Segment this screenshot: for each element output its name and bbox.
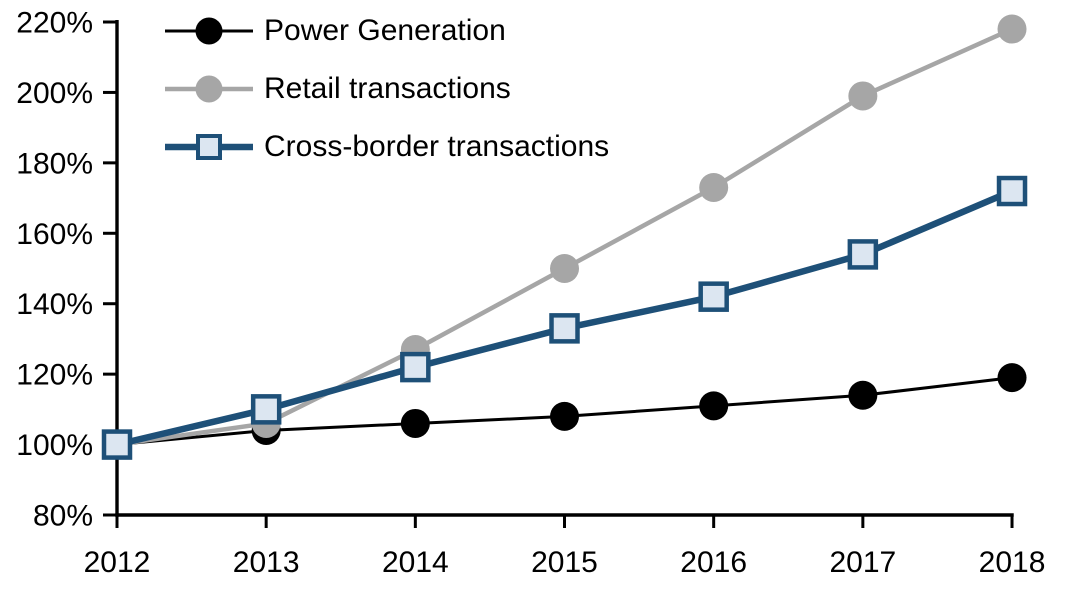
legend-label-power-generation: Power Generation — [264, 14, 506, 47]
legend-item-power-generation: Power Generation — [165, 2, 609, 60]
y-axis-tick-label: 100% — [16, 429, 93, 462]
data-point-retail-transactions — [699, 173, 729, 203]
y-axis-tick-label: 160% — [16, 218, 93, 251]
legend-key-marker-cross-border-transactions — [196, 134, 222, 160]
power-generation-line-marker-icon — [165, 17, 253, 45]
data-point-cross-border-transactions — [250, 394, 282, 425]
data-point-retail-transactions — [997, 14, 1027, 44]
legend-label-cross-border-transactions: Cross-border transactions — [264, 130, 610, 163]
y-axis-tick-label: 140% — [16, 288, 93, 321]
data-point-cross-border-transactions — [101, 429, 133, 460]
data-point-cross-border-transactions — [549, 313, 580, 344]
y-axis-tick-label: 180% — [16, 147, 93, 180]
data-point-power-generation — [848, 380, 878, 410]
x-axis-tick-label: 2012 — [84, 546, 151, 579]
legend-item-retail-transactions: Retail transactions — [165, 60, 609, 118]
legend-key-marker-retail-transactions — [195, 75, 223, 103]
retail-transactions-line-marker-icon — [165, 75, 253, 103]
data-point-power-generation — [550, 401, 580, 431]
data-point-power-generation — [400, 408, 430, 438]
data-point-power-generation — [699, 391, 729, 421]
data-point-retail-transactions — [550, 254, 580, 283]
x-axis-tick-label: 2015 — [531, 546, 598, 579]
y-axis-tick-label: 120% — [16, 359, 93, 392]
x-axis-tick-label: 2018 — [979, 546, 1046, 579]
cross-border-transactions-line-marker-icon — [165, 134, 253, 160]
legend-key-marker-power-generation — [195, 17, 223, 45]
x-axis-tick-label: 2017 — [829, 546, 896, 579]
data-point-cross-border-transactions — [996, 175, 1028, 207]
chart-legend: Power Generation Retail transactions Cro… — [165, 2, 609, 176]
x-axis-tick-label: 2016 — [680, 546, 747, 579]
legend-label-retail-transactions: Retail transactions — [264, 72, 511, 105]
x-axis-tick-label: 2014 — [382, 546, 449, 579]
legend-item-cross-border-transactions: Cross-border transactions — [165, 118, 609, 176]
data-point-cross-border-transactions — [847, 239, 879, 270]
data-point-cross-border-transactions — [698, 281, 729, 312]
x-axis-tick-label: 2013 — [233, 546, 300, 579]
y-axis-tick-label: 80% — [33, 500, 93, 533]
data-point-power-generation — [997, 363, 1027, 393]
data-point-cross-border-transactions — [400, 351, 431, 383]
data-point-retail-transactions — [848, 81, 878, 111]
y-axis-tick-label: 220% — [16, 7, 93, 40]
y-axis-tick-label: 200% — [16, 77, 93, 110]
